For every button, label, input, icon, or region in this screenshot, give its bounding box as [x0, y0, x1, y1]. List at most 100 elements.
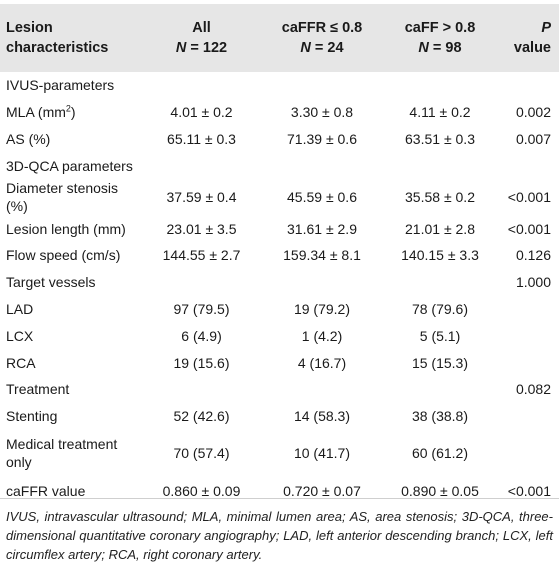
cell-caff-gt: 21.01 ± 2.8: [405, 220, 475, 237]
cell-p-value: [499, 322, 559, 349]
header-col1-line1: Lesion: [6, 20, 53, 36]
row-label: Target vessels: [6, 274, 96, 291]
cell-p-value: [499, 296, 559, 323]
cell-all: [140, 269, 263, 296]
cell-caff-gt: 0.890 ± 0.05: [401, 482, 479, 499]
row-label: Diameter stenosis (%): [6, 180, 119, 215]
cell-all: 52 (42.6): [173, 408, 230, 425]
lesion-characteristics-table: Lesion characteristics All N = 122 caFFR…: [0, 4, 559, 506]
cell-caff-gt: [381, 269, 499, 296]
cell-caff-gt: 60 (61.2): [411, 444, 469, 461]
cell-p-value: <0.001: [507, 482, 551, 499]
cell-caffr-le: 10 (41.7): [293, 444, 351, 461]
cell-all: 144.55 ± 2.7: [162, 247, 241, 264]
table-row: Diameter stenosis (%) 37.59 ± 0.4 45.59 …: [0, 179, 559, 215]
header-col2-line1: All: [192, 20, 211, 36]
header-lesion-characteristics: Lesion characteristics: [0, 4, 140, 72]
table-row: IVUS-parameters: [0, 72, 559, 99]
header-col2-n-val: = 122: [186, 40, 228, 56]
cell-caff-gt: [381, 72, 499, 99]
table-row: LCX 6 (4.9) 1 (4.2) 5 (5.1): [0, 322, 559, 349]
row-label: 3D-QCA parameters: [6, 157, 133, 174]
row-label-text: MLA (mm: [6, 104, 66, 121]
cell-p-value: <0.001: [507, 189, 551, 206]
row-label: MLA (mm2): [0, 99, 140, 126]
header-caff-gt: caFF > 0.8 N = 98: [381, 4, 499, 72]
cell-p-value: [499, 349, 559, 376]
cell-all: 23.01 ± 3.5: [166, 220, 237, 237]
header-col2-n-var: N: [175, 40, 187, 56]
row-label: Stenting: [6, 408, 58, 425]
cell-p-value: 0.126: [515, 247, 551, 264]
cell-p-value: <0.001: [507, 220, 551, 237]
row-label: IVUS-parameters: [6, 77, 115, 94]
header-col3-n-val: = 24: [310, 40, 344, 56]
row-label-tail: ): [70, 104, 76, 121]
header-col3-n-var: N: [300, 40, 311, 56]
cell-caffr-le: [263, 152, 381, 179]
cell-caff-gt: [381, 152, 499, 179]
table-row: Lesion length (mm) 23.01 ± 3.5 31.61 ± 2…: [0, 215, 559, 242]
cell-all: 4.01 ± 0.2: [170, 104, 233, 121]
cell-caff-gt: 78 (79.6): [411, 300, 469, 317]
cell-all: [140, 72, 263, 99]
cell-caffr-le: 0.720 ± 0.07: [283, 482, 361, 499]
cell-caffr-le: 45.59 ± 0.6: [287, 189, 357, 206]
cell-caffr-le: 1 (4.2): [301, 327, 343, 344]
header-col3-line1: caFFR ≤ 0.8: [281, 20, 363, 36]
row-label: Treatment: [6, 381, 70, 398]
cell-caff-gt: 63.51 ± 0.3: [405, 130, 475, 147]
cell-p-value: 1.000: [515, 274, 551, 291]
row-label: caFFR value: [6, 482, 86, 499]
row-label: Lesion length (mm): [6, 220, 126, 237]
header-col4-n-var: N: [418, 40, 429, 56]
header-col4-line1: caFF > 0.8: [404, 20, 476, 36]
cell-caff-gt: 35.58 ± 0.2: [405, 189, 475, 206]
cell-caff-gt: 38 (38.8): [411, 408, 469, 425]
cell-caffr-le: [263, 72, 381, 99]
cell-caffr-le: 159.34 ± 8.1: [283, 247, 361, 264]
cell-all: 70 (57.4): [173, 444, 230, 461]
table-row: Stenting 52 (42.6) 14 (58.3) 38 (38.8): [0, 403, 559, 430]
cell-caff-gt: 15 (15.3): [411, 354, 469, 371]
table-row: RCA 19 (15.6) 4 (16.7) 15 (15.3): [0, 349, 559, 376]
table-row: caFFR value 0.860 ± 0.09 0.720 ± 0.07 0.…: [0, 476, 559, 506]
table-footnote: IVUS, intravascular ultrasound; MLA, min…: [6, 509, 553, 562]
cell-p-value: [499, 72, 559, 99]
row-label: Flow speed (cm/s): [6, 247, 121, 264]
cell-all: 97 (79.5): [173, 300, 230, 317]
row-label-superscript: 2: [65, 103, 71, 114]
header-all: All N = 122: [140, 4, 263, 72]
header-col1-line2: characteristics: [6, 40, 109, 56]
row-label: Medical treatment only: [6, 435, 118, 470]
table-bottom-divider: [0, 498, 559, 499]
cell-p-value: [499, 403, 559, 430]
cell-caffr-le: [263, 376, 381, 403]
cell-all: 6 (4.9): [181, 327, 222, 344]
cell-caffr-le: 4 (16.7): [297, 354, 347, 371]
cell-all: [140, 376, 263, 403]
cell-caff-gt: [381, 376, 499, 403]
cell-all: 19 (15.6): [173, 354, 230, 371]
cell-all: 0.860 ± 0.09: [162, 482, 241, 499]
row-label: AS (%): [6, 130, 51, 147]
cell-all: [140, 152, 263, 179]
table-row: Treatment 0.082: [0, 376, 559, 403]
cell-all: 65.11 ± 0.3: [167, 130, 236, 147]
header-p-value: P value: [499, 4, 559, 72]
cell-caff-gt: 5 (5.1): [419, 327, 461, 344]
cell-p-value: 0.007: [515, 130, 551, 147]
table-row: MLA (mm2) 4.01 ± 0.2 3.30 ± 0.8 4.11 ± 0…: [0, 99, 559, 126]
cell-caffr-le: 71.39 ± 0.6: [287, 130, 357, 147]
cell-p-value: 0.002: [515, 104, 551, 121]
header-p-rest: value: [513, 40, 551, 56]
cell-caffr-le: 3.30 ± 0.8: [290, 104, 354, 121]
row-label: LAD: [6, 300, 34, 317]
cell-p-value: 0.082: [515, 381, 551, 398]
table-row: Medical treatment only 70 (57.4) 10 (41.…: [0, 430, 559, 476]
header-col4-n-val: = 98: [428, 40, 462, 56]
cell-p-value: [499, 430, 559, 476]
table-row: 3D-QCA parameters: [0, 152, 559, 179]
cell-all: 37.59 ± 0.4: [166, 189, 237, 206]
